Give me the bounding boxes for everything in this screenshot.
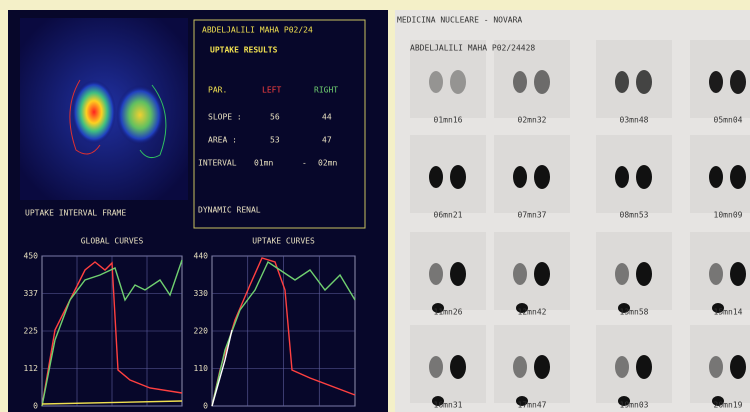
kidney (513, 166, 527, 188)
column-header: LEFT (262, 86, 281, 95)
results-title: UPTAKE RESULTS (210, 46, 278, 55)
column-header: PAR. (208, 86, 227, 95)
y-tick-label: 225 (24, 327, 39, 336)
kidney (615, 71, 629, 93)
frame-bg (410, 135, 486, 213)
kidney (636, 262, 652, 286)
curve-title: GLOBAL CURVES (81, 237, 144, 246)
kidney (429, 71, 443, 93)
frame-label: 06mn21 (434, 211, 463, 220)
frame-label: 10mn09 (714, 211, 743, 220)
interval-text: - (302, 159, 307, 168)
frame-label: 16mn31 (434, 401, 463, 410)
kidney (615, 166, 629, 188)
kidney (450, 262, 466, 286)
kidney (730, 165, 746, 189)
kidney (429, 166, 443, 188)
kidney (450, 165, 466, 189)
frame-bg (494, 135, 570, 213)
kidney (636, 165, 652, 189)
curve-title: UPTAKE CURVES (252, 237, 315, 246)
y-tick-label: 0 (33, 402, 38, 411)
frame-label: 12mn42 (518, 308, 547, 317)
y-tick-label: 450 (24, 252, 39, 261)
kidney (730, 355, 746, 379)
frame-bg (596, 135, 672, 213)
interval-text: INTERVAL (198, 159, 237, 168)
patient-id: ABDELJALILI MAHA P02/24 (202, 26, 313, 35)
mode-label: DYNAMIC RENAL (198, 206, 261, 215)
row-label: SLOPE : (208, 113, 242, 122)
kidney (513, 71, 527, 93)
frame-label: 02mn32 (518, 116, 547, 125)
kidney (534, 165, 550, 189)
frame-label: 15mn14 (714, 308, 743, 317)
frame-bg (596, 40, 672, 118)
frame-label: 11mn26 (434, 308, 463, 317)
screenshot: ABDELJALILI MAHA P02/24 UPTAKE RESULTS PAR… (0, 0, 750, 412)
frame-bg (494, 232, 570, 310)
kidney (709, 263, 723, 285)
kidney (636, 355, 652, 379)
frame-label: 08mn53 (620, 211, 649, 220)
kidney (534, 355, 550, 379)
result-value: 53 (270, 136, 280, 145)
kidney (709, 356, 723, 378)
kidney (429, 263, 443, 285)
kidney (730, 262, 746, 286)
frame-label: 01mn16 (434, 116, 463, 125)
kidney (513, 356, 527, 378)
kidney (513, 263, 527, 285)
frame-label: 19mn03 (620, 401, 649, 410)
frame-label: 07mn37 (518, 211, 547, 220)
result-value: 44 (322, 113, 332, 122)
interval-text: 02mn (318, 159, 337, 168)
kidney (450, 70, 466, 94)
interval-text: 01mn (254, 159, 273, 168)
result-value: 47 (322, 136, 332, 145)
frame-label: 17mn47 (518, 401, 547, 410)
y-tick-label: 110 (194, 364, 209, 373)
kidney (709, 166, 723, 188)
y-tick-label: 220 (194, 327, 209, 336)
image-label: UPTAKE INTERVAL FRAME (25, 209, 126, 218)
kidney (615, 263, 629, 285)
y-tick-label: 112 (24, 364, 39, 373)
kidney (730, 70, 746, 94)
kidney (615, 356, 629, 378)
frame-bg (410, 325, 486, 403)
center-title: MEDICINA NUCLEARE - NOVARA (397, 16, 522, 25)
frame-label: 13mn58 (620, 308, 649, 317)
frame-bg (494, 325, 570, 403)
y-tick-label: 0 (203, 402, 208, 411)
frame-label: 05mn04 (714, 116, 743, 125)
kidney (429, 356, 443, 378)
y-tick-label: 337 (24, 289, 39, 298)
kidney (450, 355, 466, 379)
y-tick-label: 330 (194, 289, 209, 298)
kidney (72, 80, 116, 144)
frame-bg (596, 325, 672, 403)
frame-bg (596, 232, 672, 310)
column-header: RIGHT (314, 86, 338, 95)
kidney (116, 85, 164, 145)
y-tick-label: 440 (194, 252, 209, 261)
frame-bg (410, 232, 486, 310)
kidney (709, 71, 723, 93)
frame-label: 20mn19 (714, 401, 743, 410)
kidney (534, 70, 550, 94)
row-label: AREA : (208, 136, 237, 145)
kidney (636, 70, 652, 94)
patient-id: ABDELJALILI MAHA P02/24428 (410, 44, 535, 53)
result-value: 56 (270, 113, 280, 122)
kidney (534, 262, 550, 286)
frame-label: 03mn48 (620, 116, 649, 125)
